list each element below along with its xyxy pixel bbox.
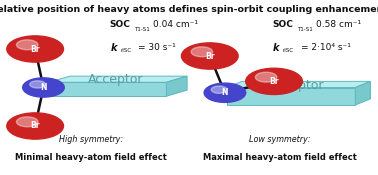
Circle shape (16, 117, 38, 127)
Text: N: N (40, 83, 47, 92)
Text: Low symmetry:: Low symmetry: (249, 135, 310, 145)
Text: Br: Br (30, 44, 40, 54)
Text: High symmetry:: High symmetry: (59, 135, 123, 145)
Circle shape (211, 86, 227, 93)
Text: Acceptor: Acceptor (88, 73, 144, 86)
Polygon shape (49, 76, 187, 82)
Circle shape (246, 68, 302, 94)
Circle shape (204, 83, 246, 102)
Text: $\bfit{k}$: $\bfit{k}$ (110, 41, 119, 53)
Circle shape (7, 113, 64, 139)
Polygon shape (227, 81, 370, 88)
Text: $\bfit{k}$: $\bfit{k}$ (272, 41, 281, 53)
Text: Br: Br (205, 51, 215, 61)
Circle shape (181, 43, 238, 69)
Circle shape (255, 72, 277, 82)
Circle shape (191, 47, 212, 57)
Circle shape (30, 81, 45, 88)
Polygon shape (355, 81, 370, 105)
Text: = 30 s⁻¹: = 30 s⁻¹ (138, 43, 176, 52)
Text: 0.04 cm⁻¹: 0.04 cm⁻¹ (153, 20, 198, 29)
Text: Br: Br (30, 121, 40, 131)
Text: SOC: SOC (272, 20, 293, 29)
Circle shape (16, 40, 38, 50)
Text: T1-S1: T1-S1 (297, 27, 313, 32)
Circle shape (23, 78, 64, 97)
Text: 0.58 cm⁻¹: 0.58 cm⁻¹ (316, 20, 361, 29)
Text: Relative position of heavy atoms defines spin-orbit coupling enhancement: Relative position of heavy atoms defines… (0, 5, 378, 14)
Text: Acceptor: Acceptor (270, 79, 325, 92)
Polygon shape (49, 82, 166, 96)
Text: rISC: rISC (120, 48, 131, 53)
Polygon shape (227, 88, 355, 105)
Text: T1-S1: T1-S1 (134, 27, 150, 32)
Text: Br: Br (269, 77, 279, 86)
Circle shape (7, 36, 64, 62)
Polygon shape (166, 76, 187, 96)
Text: SOC: SOC (110, 20, 130, 29)
Text: rISC: rISC (283, 48, 294, 53)
Text: N: N (222, 88, 228, 97)
Text: = 2·10⁴ s⁻¹: = 2·10⁴ s⁻¹ (301, 43, 350, 52)
Text: Maximal heavy-atom field effect: Maximal heavy-atom field effect (203, 153, 357, 162)
Text: Minimal heavy-atom field effect: Minimal heavy-atom field effect (15, 153, 167, 162)
